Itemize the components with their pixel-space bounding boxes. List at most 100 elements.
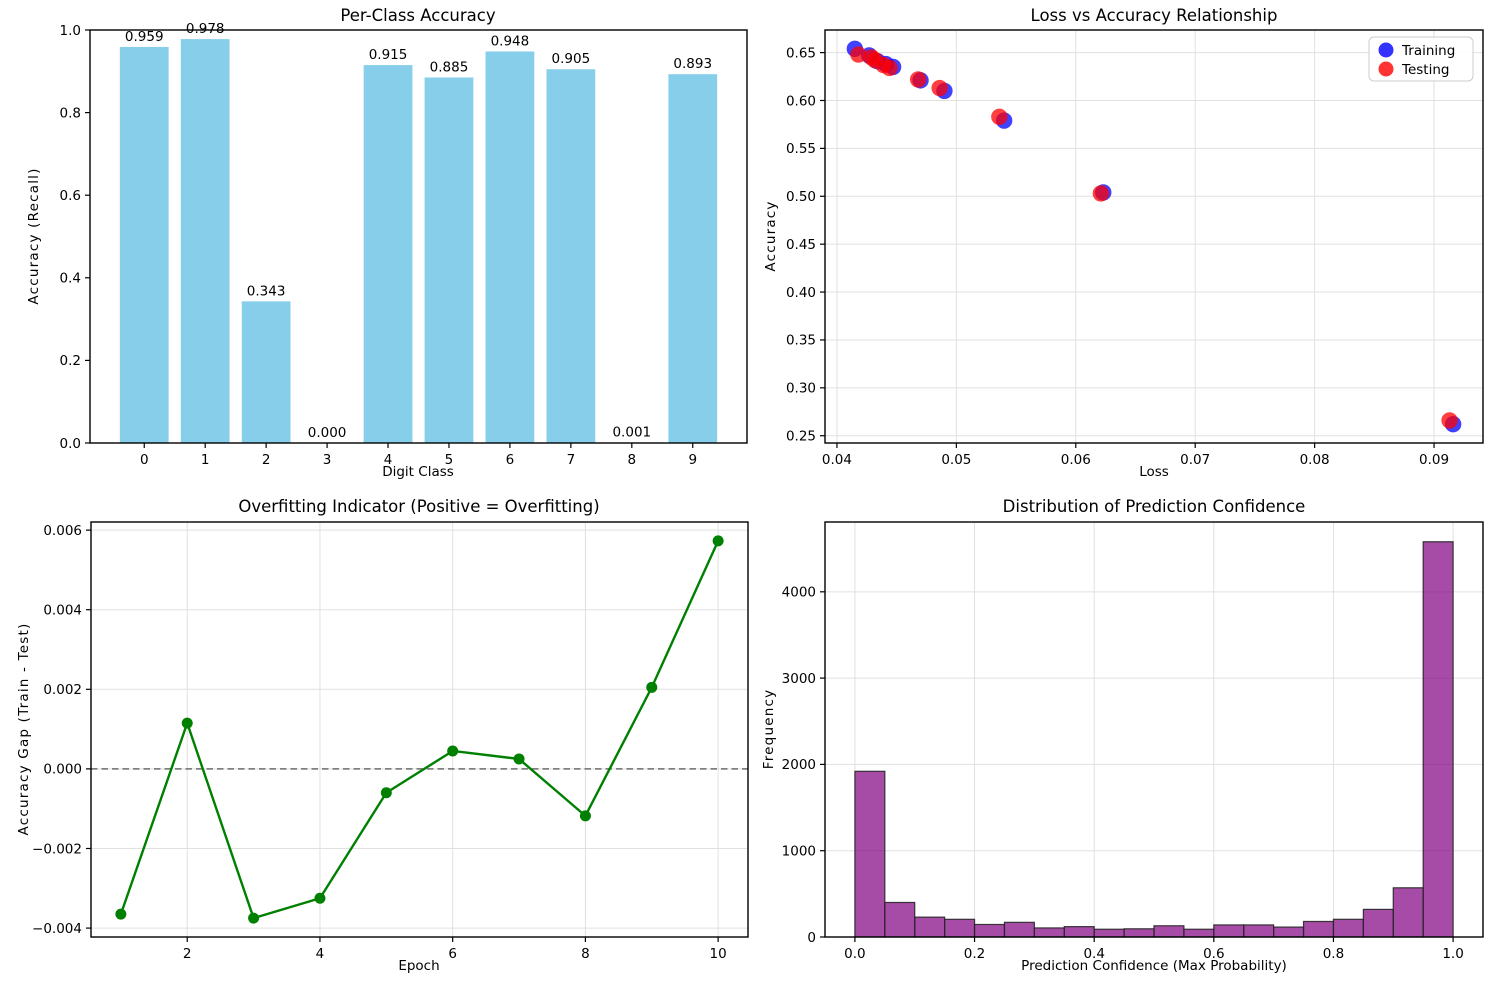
legend-marker-testing bbox=[1378, 61, 1394, 77]
y-tick-label: 0.40 bbox=[786, 285, 816, 301]
scatter-point-testing bbox=[991, 108, 1008, 125]
scatter-point-testing bbox=[1092, 185, 1110, 202]
x-tick-label: 1.0 bbox=[1442, 946, 1463, 962]
x-tick-label: 0.6 bbox=[1203, 946, 1224, 962]
scatter-point-testing bbox=[863, 49, 880, 66]
bar-digit-7 bbox=[546, 69, 596, 444]
bar-digit-5 bbox=[424, 77, 474, 444]
y-tick-label: 0 bbox=[807, 930, 816, 946]
chart-title-loss-vs-accuracy: Loss vs Accuracy Relationship bbox=[1030, 6, 1278, 25]
y-tick-label: 3000 bbox=[782, 671, 816, 687]
line-marker-epoch-3 bbox=[248, 912, 260, 924]
hist-bin bbox=[1213, 924, 1245, 938]
x-axis-label-prediction-confidence: Prediction Confidence (Max Probability) bbox=[1021, 958, 1287, 974]
hist-bin bbox=[1422, 541, 1454, 938]
y-tick-label: 0.000 bbox=[43, 762, 82, 778]
y-tick-label: 0.8 bbox=[60, 105, 81, 121]
y-tick-label: 0.004 bbox=[43, 603, 82, 619]
bar-digit-9 bbox=[668, 74, 718, 443]
x-tick-label: 8 bbox=[628, 452, 637, 468]
hist-bin bbox=[1003, 921, 1035, 938]
y-axis-label-frequency: Frequency bbox=[761, 688, 777, 770]
hist-bin bbox=[1123, 928, 1155, 938]
bar-digit-4 bbox=[363, 65, 413, 443]
x-tick-label: 3 bbox=[323, 452, 332, 468]
chart-overfitting-indicator: 2 4 6 8 10 −0.004 −0.002 0.000 0.002 0.004 0.006 bbox=[32, 521, 749, 962]
hist-bin bbox=[1183, 928, 1215, 938]
chart-title-per-class-accuracy: Per-Class Accuracy bbox=[340, 6, 496, 25]
bar-value-label: 0.915 bbox=[369, 47, 408, 63]
y-tick-label: 1000 bbox=[782, 844, 816, 860]
x-tick-label: 6 bbox=[448, 946, 457, 962]
x-tick-label: 0.2 bbox=[964, 946, 985, 962]
legend-label-testing: Testing bbox=[1401, 62, 1449, 78]
line-marker-epoch-2 bbox=[181, 717, 193, 729]
axis-spine bbox=[824, 521, 1484, 938]
x-tick-label: 0.04 bbox=[822, 452, 852, 468]
bar-value-label: 0.000 bbox=[308, 425, 347, 441]
y-tick-label: 0.55 bbox=[786, 141, 816, 157]
y-tick-label: 0.45 bbox=[786, 237, 816, 253]
x-tick-label: 1 bbox=[201, 452, 210, 468]
x-tick-label: 0.0 bbox=[844, 946, 865, 962]
hist-bin bbox=[1332, 918, 1364, 938]
bar-digit-2 bbox=[241, 301, 291, 443]
line-marker-epoch-7 bbox=[513, 753, 525, 765]
x-tick-label: 0.4 bbox=[1083, 946, 1104, 962]
x-tick-label: 2 bbox=[183, 946, 192, 962]
x-tick-label: 0.05 bbox=[941, 452, 971, 468]
x-tick-label: 10 bbox=[710, 946, 727, 962]
hist-bin bbox=[1063, 926, 1095, 938]
legend-label-training: Training bbox=[1401, 43, 1455, 59]
hist-bin bbox=[1033, 927, 1065, 938]
bar-value-label: 0.893 bbox=[673, 56, 712, 72]
chart-title-overfitting-indicator: Overfitting Indicator (Positive = Overfi… bbox=[238, 497, 600, 516]
hist-bin bbox=[1392, 887, 1424, 938]
x-tick-label: 4 bbox=[316, 946, 325, 962]
y-axis-label-accuracy-gap: Accuracy Gap (Train - Test) bbox=[16, 622, 32, 836]
line-marker-epoch-6 bbox=[447, 745, 459, 757]
chart-loss-vs-accuracy: 0.04 0.05 0.06 0.07 0.08 0.09 0.25 0.30 0.35 0.40… bbox=[786, 29, 1484, 468]
y-tick-label: 0.006 bbox=[43, 523, 82, 539]
x-tick-label: 4 bbox=[384, 452, 393, 468]
x-tick-label: 6 bbox=[506, 452, 515, 468]
hist-bin bbox=[1362, 908, 1394, 938]
bar-value-label: 0.885 bbox=[430, 59, 469, 75]
y-tick-label: 0.0 bbox=[60, 436, 81, 452]
y-tick-label: 1.0 bbox=[60, 23, 81, 39]
axis-spine bbox=[824, 29, 1484, 444]
bar-value-label: 0.978 bbox=[186, 21, 225, 37]
bar-value-label: 0.001 bbox=[612, 425, 651, 441]
y-tick-label: 2000 bbox=[782, 757, 816, 773]
scatter-point-testing bbox=[850, 46, 867, 63]
axis-spine bbox=[90, 521, 749, 938]
y-tick-label: 4000 bbox=[782, 585, 816, 601]
bar-value-label: 0.959 bbox=[125, 29, 164, 45]
hist-bin bbox=[1243, 924, 1275, 938]
x-tick-label: 9 bbox=[688, 452, 697, 468]
x-tick-label: 0.06 bbox=[1061, 452, 1091, 468]
scatter-point-testing bbox=[1441, 412, 1458, 429]
legend: Training Testing bbox=[1368, 36, 1474, 82]
x-tick-label: 7 bbox=[567, 452, 576, 468]
y-tick-label: −0.002 bbox=[32, 841, 82, 857]
axis-spine bbox=[89, 29, 748, 444]
line-marker-epoch-10 bbox=[712, 535, 724, 547]
bar-digit-6 bbox=[485, 51, 535, 443]
x-tick-label: 0.8 bbox=[1323, 946, 1344, 962]
y-tick-label: 0.60 bbox=[786, 93, 816, 109]
x-tick-label: 0.08 bbox=[1300, 452, 1330, 468]
chart-prediction-confidence: 0.0 0.2 0.4 0.6 0.8 1.0 0 1000 2000 3000 4000 bbox=[782, 521, 1484, 962]
x-tick-label: 0.07 bbox=[1180, 452, 1210, 468]
x-tick-label: 8 bbox=[581, 946, 590, 962]
bar-digit-1 bbox=[180, 39, 230, 443]
hist-bin bbox=[1302, 920, 1335, 938]
y-tick-label: 0.30 bbox=[786, 381, 816, 397]
legend-marker-training bbox=[1378, 42, 1394, 58]
y-tick-label: 0.50 bbox=[786, 189, 816, 205]
hist-bin bbox=[914, 916, 946, 938]
y-tick-label: −0.004 bbox=[32, 921, 82, 937]
bar-digit-0 bbox=[119, 46, 169, 444]
